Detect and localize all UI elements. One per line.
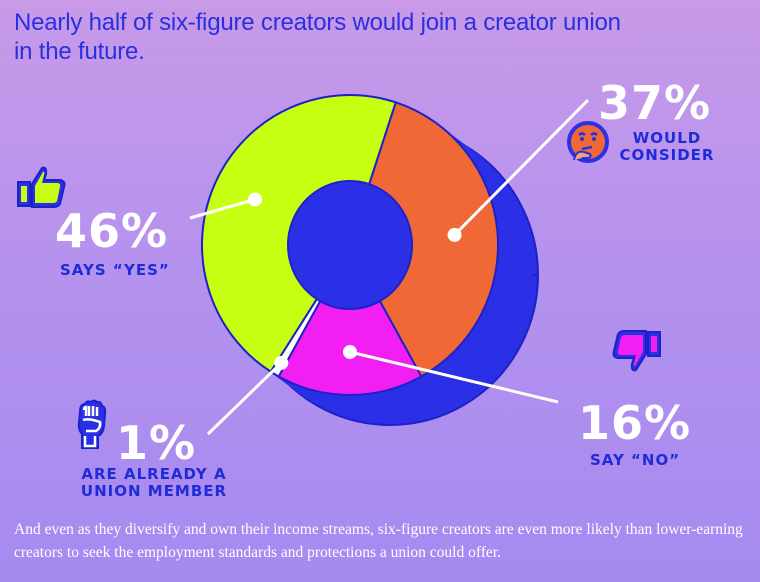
leader-line-3 (206, 361, 283, 436)
thumbs-down-icon (612, 330, 661, 372)
donut-slice-1 (367, 101, 499, 378)
leader-line-0 (189, 197, 256, 220)
slice-member-label: ARE ALREADY A UNION MEMBER (62, 466, 246, 500)
slice-consider-label-line1: WOULD (632, 129, 702, 147)
leader-lines (189, 98, 590, 436)
slice-no-percent: 16% (578, 396, 692, 450)
slice-no-label: SAY “NO” (590, 451, 681, 469)
slice-member-label-line2: UNION MEMBER (80, 482, 228, 500)
leader-line-2 (349, 350, 559, 404)
slice-yes-label: SAYS “YES” (60, 261, 170, 279)
thinking-face-icon (567, 121, 609, 163)
slice-consider-percent: 37% (598, 76, 712, 130)
donut-hole-wall (288, 181, 412, 309)
chart-title: Nearly half of six-figure creators would… (14, 9, 621, 65)
leader-dot-3 (274, 355, 289, 370)
slice-member-label-line1: ARE ALREADY A (81, 465, 227, 483)
footer-text: And even as they diversify and own their… (14, 521, 743, 561)
leader-dot-1 (447, 227, 462, 242)
donut-slice-0 (201, 94, 397, 374)
slice-member-percent: 1% (116, 416, 197, 470)
slice-consider-label: WOULD CONSIDER (612, 130, 722, 164)
leader-dot-2 (343, 345, 357, 359)
slice-yes-percent: 46% (55, 204, 169, 258)
leader-dot-0 (247, 192, 262, 207)
thumbs-up-icon (17, 166, 66, 208)
raised-fist-icon (77, 399, 107, 449)
leader-line-1 (453, 98, 590, 236)
donut-slices (201, 94, 499, 396)
slice-consider-label-line2: CONSIDER (619, 146, 715, 164)
